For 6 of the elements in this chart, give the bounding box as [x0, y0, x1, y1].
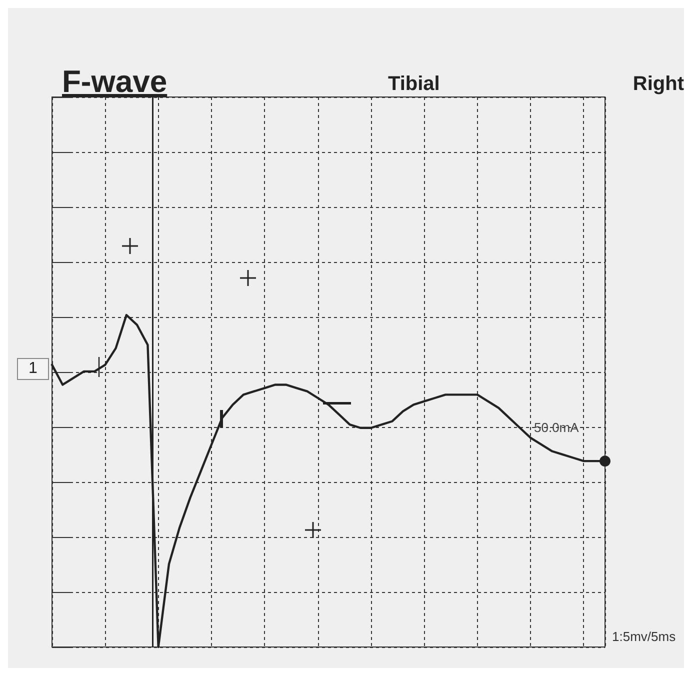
- text: Right: [632, 73, 684, 96]
- chart-subtitle: Tibial: [388, 73, 440, 96]
- text: 1: [17, 358, 49, 380]
- text: 1:5mv/5ms: [612, 629, 676, 644]
- annotation: 50.0mA: [534, 420, 579, 435]
- chart-title: F-wave: [62, 64, 168, 100]
